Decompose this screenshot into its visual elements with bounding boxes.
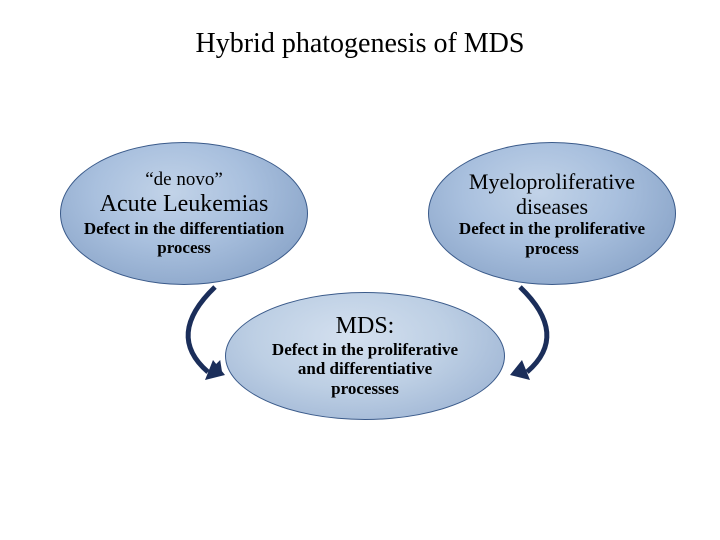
center-line4: processes (331, 379, 399, 399)
center-ellipse: MDS: Defect in the proliferative and dif… (225, 292, 505, 420)
center-line3: and differentiative (298, 359, 432, 379)
right-line3: Defect in the proliferative (459, 219, 645, 239)
left-ellipse: “de novo” Acute Leukemias Defect in the … (60, 142, 308, 285)
right-line4: process (525, 239, 579, 259)
left-line4: process (157, 238, 211, 258)
slide-title: Hybrid phatogenesis of MDS (0, 28, 720, 60)
left-line3: Defect in the differentiation (84, 219, 284, 239)
center-line1: MDS: (336, 313, 395, 339)
right-line2: diseases (516, 194, 588, 219)
right-ellipse: Myeloproliferative diseases Defect in th… (428, 142, 676, 285)
center-line2: Defect in the proliferative (272, 340, 458, 360)
left-line2: Acute Leukemias (100, 191, 269, 219)
right-line1: Myeloproliferative (469, 169, 635, 194)
left-line1: “de novo” (145, 169, 223, 191)
